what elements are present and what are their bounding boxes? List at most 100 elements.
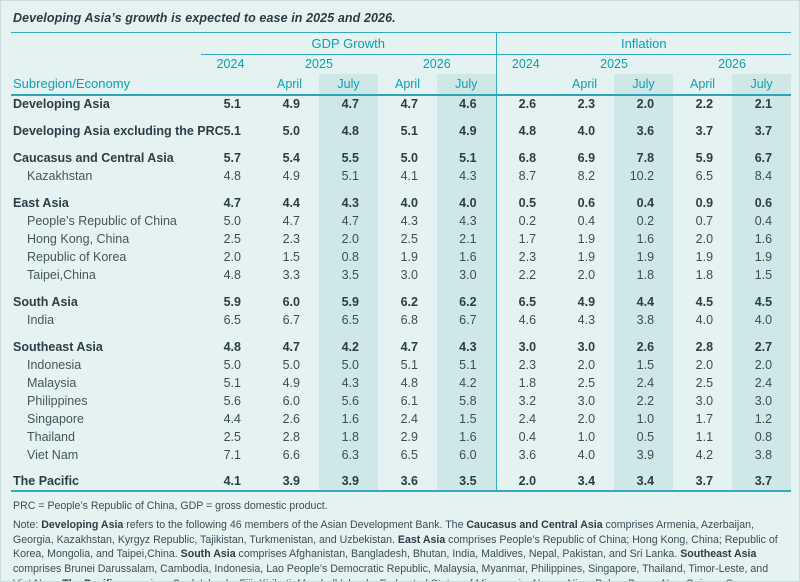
spacer-cell [260,113,319,122]
value-cell: 5.1 [319,166,378,185]
year-header-gdp-2025: 2025 [305,57,333,72]
value-cell: 6.9 [577,150,596,165]
value-cell: 4.9 [282,168,300,183]
value-cell: 3.7 [695,123,714,138]
value-cell: 2.0 [577,411,596,426]
value-cell: 3.5 [319,265,378,284]
value-cell: 6.7 [282,312,300,327]
value-cell: 1.5 [282,249,300,264]
value-cell: 5.1 [400,123,418,138]
value-cell: 4.8 [223,168,241,183]
value-cell: 2.5 [695,375,714,390]
value-cell: 4.3 [577,312,596,327]
value-cell: 0.8 [732,427,792,446]
value-cell: 4.7 [319,94,378,113]
value-cell: 4.4 [282,195,300,210]
row-label: Indonesia [27,357,82,372]
value-cell: 4.8 [319,121,378,140]
row-label: Kazakhstan [27,168,93,183]
row-label: Singapore [27,411,84,426]
value-cell: 4.9 [437,121,497,140]
spacer-row [11,463,792,473]
value-cell: 2.3 [282,231,300,246]
value-cell: 0.9 [695,195,714,210]
spacer-cell [555,464,614,473]
value-cell: 4.2 [437,373,497,392]
row-label: Viet Nam [27,447,79,462]
value-cell: 3.7 [732,121,792,140]
spacer-cell [555,329,614,338]
value-cell: 4.0 [695,312,714,327]
value-cell: 4.0 [400,195,418,210]
value-cell: 6.3 [319,445,378,464]
month-header-april: April [260,73,319,96]
value-cell: 2.5 [577,375,596,390]
value-cell: 2.0 [577,357,596,372]
row-label: India [27,312,55,327]
spacer-cell [11,329,201,338]
value-cell: 3.0 [400,267,418,282]
value-cell: 1.6 [319,409,378,428]
spacer-cell [732,328,792,338]
value-cell: 1.7 [695,411,714,426]
value-cell: 1.6 [437,247,497,266]
row-label: Hong Kong, China [27,231,130,246]
spacer-cell [614,463,674,473]
row-label: The Pacific [13,474,79,488]
value-cell: 2.5 [223,429,241,444]
value-cell: 4.8 [495,121,556,140]
row-label: Developing Asia excluding the PRC [13,123,224,138]
value-cell: 2.0 [223,249,241,264]
value-cell: 3.0 [495,337,556,356]
row-label: Taipei,China [27,267,96,282]
value-cell: 3.0 [695,393,714,408]
spacer-cell [378,464,437,473]
value-cell: 1.5 [732,265,792,284]
value-cell: 5.6 [223,393,241,408]
spacer-cell [732,463,792,473]
column-group-gdp-growth: GDP Growth [201,32,497,55]
value-cell: 1.0 [614,409,674,428]
value-cell: 0.2 [495,211,556,230]
value-cell: 4.9 [577,294,596,309]
spacer-cell [732,184,792,194]
value-cell: 1.8 [319,427,378,446]
value-cell: 3.9 [319,472,378,491]
header-spacer [495,73,556,96]
spacer-cell [319,463,378,473]
spacer-cell [673,329,732,338]
spacer-cell [319,328,378,338]
spacer-cell [201,464,260,473]
spacer-cell [319,112,378,122]
spacer-cell [201,329,260,338]
year-header-gdp-2026: 2026 [422,57,451,72]
table-row: South Asia 5.9 6.0 5.9 6.2 6.2 6.5 4.9 4.4 4.5 4.5 [11,292,792,311]
spacer-row [11,184,792,194]
value-cell: 4.8 [223,267,241,282]
value-cell: 1.2 [732,409,792,428]
month-header-july: July [319,73,378,96]
spacer-cell [11,113,201,122]
spacer-cell [673,140,732,149]
value-cell: 4.6 [495,310,556,329]
row-label: Southeast Asia [13,339,103,354]
table-row: Thailand 2.5 2.8 1.8 2.9 1.6 0.4 1.0 0.5 1.1 0.8 [11,427,792,446]
spacer-cell [614,112,674,122]
spacer-cell [437,463,497,473]
spacer-cell [732,283,792,293]
value-cell: 0.4 [577,213,596,228]
year-header-gdp-2024: 2024 [216,57,245,72]
spacer-cell [614,283,674,293]
spacer-cell [732,112,792,122]
value-cell: 3.2 [495,391,556,410]
value-cell: 4.3 [319,373,378,392]
value-cell: 0.4 [614,193,674,212]
value-cell: 2.0 [614,94,674,113]
spacer-cell [495,283,556,293]
month-header-july: July [614,73,674,96]
value-cell: 2.4 [495,409,556,428]
value-cell: 2.2 [695,97,714,111]
value-cell: 3.7 [695,474,714,488]
value-cell: 4.3 [437,166,497,185]
